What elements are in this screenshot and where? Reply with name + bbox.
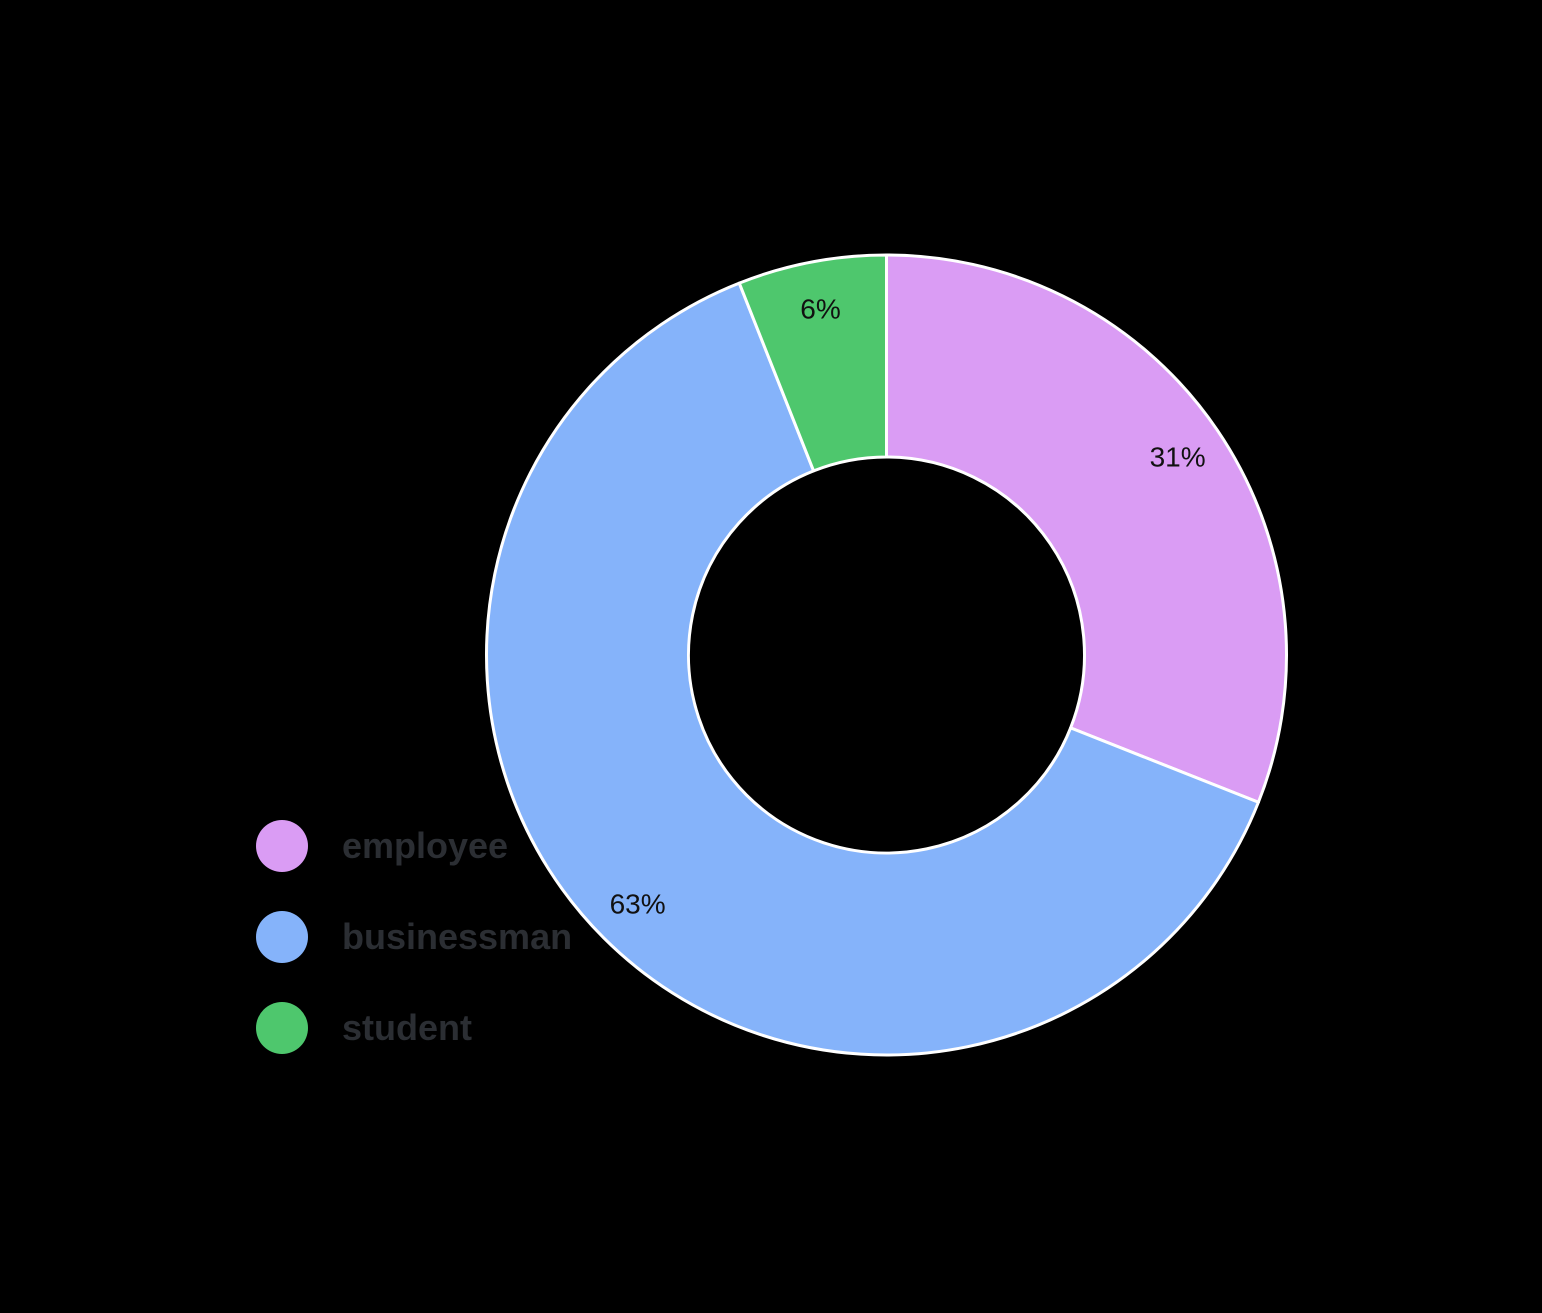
legend-swatch-employee-icon [256, 820, 308, 872]
legend-label-employee: employee [342, 825, 509, 866]
legend-label-student: student [342, 1007, 472, 1048]
legend-swatch-businessman-icon [256, 911, 308, 963]
legend-swatch-student-icon [256, 1002, 308, 1054]
legend-label-businessman: businessman [342, 916, 573, 957]
legend-item-businessman[interactable]: businessman [256, 911, 572, 963]
donut-slices [485, 253, 1288, 1057]
donut-slice-businessman[interactable] [485, 281, 1260, 1057]
donut-slice-student[interactable] [737, 253, 888, 473]
legend-item-student[interactable]: student [256, 1002, 572, 1054]
legend-item-employee[interactable]: employee [256, 820, 572, 872]
donut-slice-employee[interactable] [885, 253, 1288, 804]
chart-legend: employee businessman student [256, 820, 572, 1054]
